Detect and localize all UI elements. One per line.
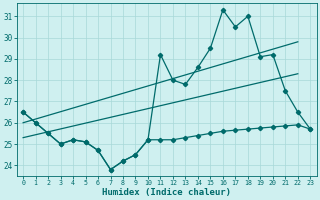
X-axis label: Humidex (Indice chaleur): Humidex (Indice chaleur) — [102, 188, 231, 197]
